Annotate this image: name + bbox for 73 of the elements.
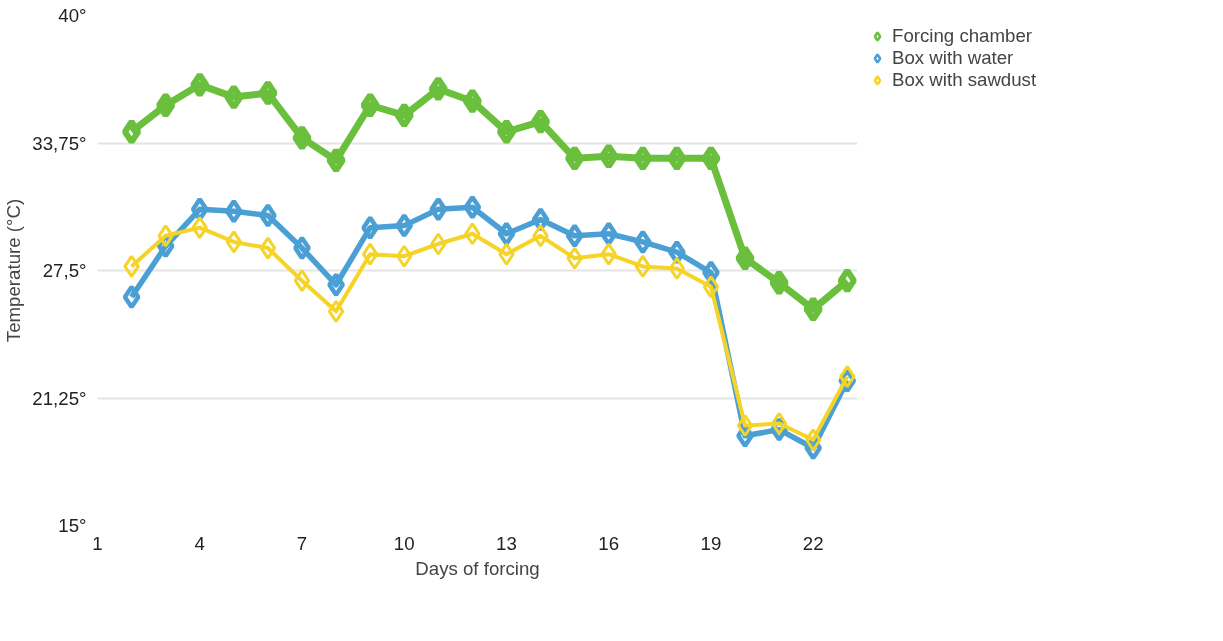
point xyxy=(735,245,755,272)
point xyxy=(770,412,788,435)
point xyxy=(259,236,277,260)
point xyxy=(599,143,619,170)
point xyxy=(496,118,517,145)
point xyxy=(599,221,618,247)
point xyxy=(803,296,823,323)
point xyxy=(701,145,721,172)
point xyxy=(395,213,414,238)
point xyxy=(633,145,653,172)
point xyxy=(361,215,380,240)
x-axis-title: Days of forcing xyxy=(415,557,540,579)
point xyxy=(123,254,140,278)
point xyxy=(429,197,448,222)
point xyxy=(566,246,583,270)
y-tick-label: 27,5° xyxy=(42,260,87,281)
x-tick-label: 13 xyxy=(496,532,517,554)
point xyxy=(702,275,720,299)
y-tick-label: 21,25° xyxy=(32,387,87,409)
point xyxy=(839,365,856,389)
point xyxy=(736,414,754,438)
point xyxy=(258,203,277,228)
x-tick-label: 10 xyxy=(393,532,415,554)
point xyxy=(667,145,687,172)
point xyxy=(462,88,483,115)
point xyxy=(530,108,551,135)
y-axis-title: Temperature (°C) xyxy=(3,198,25,343)
x-tick-label: 1 xyxy=(92,532,103,554)
point xyxy=(157,224,174,248)
x-tick-label: 22 xyxy=(802,532,824,554)
point xyxy=(361,242,379,266)
point xyxy=(428,75,448,102)
point xyxy=(121,118,142,145)
point xyxy=(224,84,244,111)
point xyxy=(532,224,549,248)
point xyxy=(327,299,345,323)
point xyxy=(498,242,515,266)
point xyxy=(634,254,651,278)
point xyxy=(292,124,312,151)
point xyxy=(225,230,242,254)
y-tick-label: 40° xyxy=(58,5,87,26)
point xyxy=(600,242,617,266)
x-tick-label: 4 xyxy=(194,532,205,554)
point xyxy=(394,102,414,129)
point xyxy=(805,428,822,452)
point xyxy=(668,256,686,280)
point xyxy=(430,232,447,256)
point xyxy=(293,269,311,293)
point xyxy=(155,92,176,119)
legend-label: Box with water xyxy=(892,47,1014,69)
point xyxy=(258,80,278,107)
point xyxy=(326,147,346,174)
point xyxy=(360,92,380,119)
point xyxy=(497,221,516,247)
x-tick-label: 19 xyxy=(700,532,722,554)
y-tick-label: 33,75° xyxy=(32,132,87,154)
point xyxy=(633,229,652,255)
x-tick-label: 16 xyxy=(598,532,620,554)
legend-label: Box with sawdust xyxy=(892,69,1037,91)
point xyxy=(463,195,482,220)
x-tick-label: 7 xyxy=(296,532,308,554)
point xyxy=(224,199,243,224)
point xyxy=(565,223,584,249)
y-tick-label: 15° xyxy=(58,515,87,536)
point xyxy=(190,71,210,98)
point xyxy=(769,269,789,296)
point xyxy=(122,284,141,310)
point xyxy=(837,267,857,294)
point xyxy=(464,222,481,246)
legend-label: Forcing chamber xyxy=(892,25,1032,47)
point xyxy=(191,216,208,240)
point xyxy=(396,244,413,268)
point xyxy=(564,145,585,172)
